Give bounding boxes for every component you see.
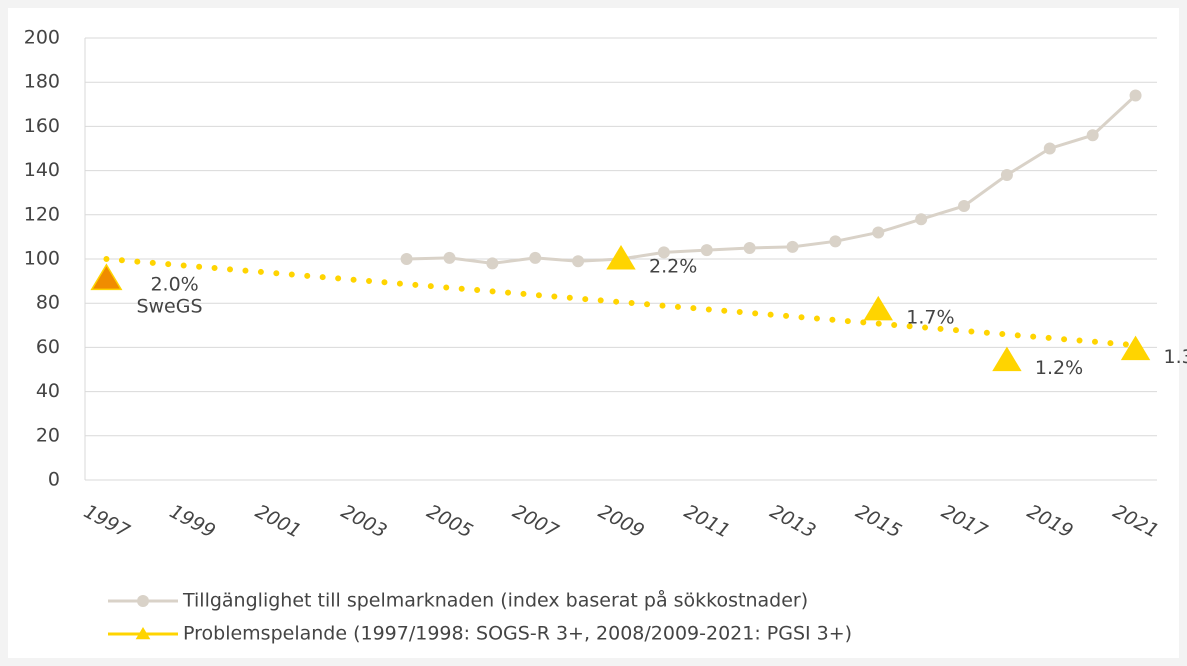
y-tick-label: 180 <box>24 71 60 93</box>
point <box>992 346 1022 372</box>
point <box>529 251 542 264</box>
point <box>572 255 585 268</box>
data-label: 2.0% <box>150 273 198 295</box>
y-tick-label: 0 <box>48 469 60 491</box>
point <box>1120 335 1151 361</box>
point <box>700 244 713 257</box>
y-tick-label: 100 <box>24 248 60 270</box>
y-tick-label: 80 <box>36 292 60 314</box>
point <box>872 226 885 239</box>
y-tick-label: 200 <box>24 27 60 49</box>
point <box>829 235 842 248</box>
data-label: 1.3% <box>1164 346 1187 368</box>
point <box>786 240 799 253</box>
legend-label: Problemspelande (1997/1998: SOGS-R 3+, 2… <box>183 623 852 645</box>
point <box>1129 89 1142 102</box>
annotation-marker <box>90 263 123 291</box>
point <box>1086 129 1099 142</box>
point <box>606 245 636 270</box>
data-label: 2.2% <box>649 256 697 278</box>
point <box>958 199 971 212</box>
annotation-label: SweGS <box>136 295 202 317</box>
y-tick-label: 20 <box>36 424 60 446</box>
y-tick-label: 140 <box>24 159 60 181</box>
series-line <box>406 94 1137 265</box>
legend-marker <box>135 627 151 640</box>
y-tick-label: 160 <box>24 115 60 137</box>
legend-label: Tillgänglighet till spelmarknaden (index… <box>182 589 808 612</box>
data-label: 1.7% <box>906 306 954 328</box>
legend-marker <box>137 595 149 607</box>
chart-background <box>8 8 1179 658</box>
point <box>657 246 670 259</box>
point <box>863 295 893 321</box>
point <box>1043 142 1056 155</box>
y-tick-label: 120 <box>24 203 60 225</box>
point <box>443 251 456 264</box>
trendline <box>103 256 1139 349</box>
point <box>486 257 499 270</box>
point <box>915 213 928 226</box>
point <box>1000 169 1013 182</box>
y-tick-label: 60 <box>36 336 60 358</box>
point <box>400 253 413 265</box>
point <box>743 241 756 254</box>
y-tick-label: 40 <box>36 380 60 402</box>
data-label: 1.2% <box>1035 357 1083 379</box>
